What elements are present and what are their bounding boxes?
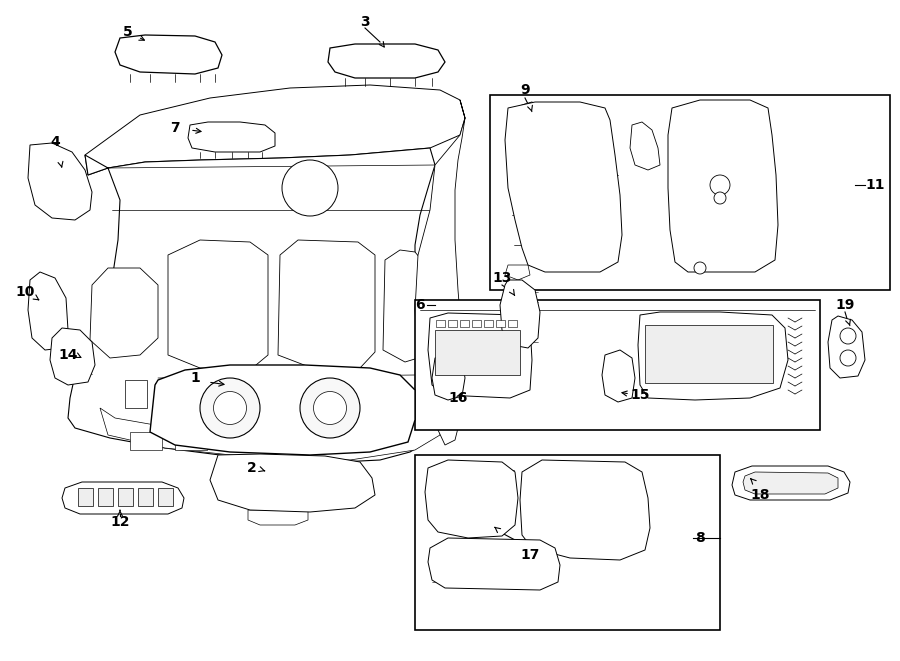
Polygon shape <box>100 408 440 460</box>
Bar <box>125 380 147 408</box>
Polygon shape <box>328 44 445 78</box>
Bar <box>340 432 372 450</box>
Polygon shape <box>85 85 465 175</box>
Polygon shape <box>668 100 778 272</box>
Circle shape <box>213 391 247 424</box>
Bar <box>508 320 517 327</box>
Text: 19: 19 <box>835 298 855 312</box>
Bar <box>78 488 93 506</box>
Bar <box>645 325 773 383</box>
Polygon shape <box>520 460 650 560</box>
Polygon shape <box>50 328 95 385</box>
Text: 3: 3 <box>360 15 370 29</box>
Polygon shape <box>278 240 375 368</box>
Text: 12: 12 <box>110 515 130 529</box>
Circle shape <box>840 350 856 366</box>
Bar <box>155 383 177 411</box>
Polygon shape <box>28 272 68 350</box>
Bar <box>472 320 481 327</box>
Polygon shape <box>248 510 308 525</box>
Text: 10: 10 <box>15 285 35 299</box>
Bar <box>285 432 317 450</box>
Bar <box>460 320 469 327</box>
Bar <box>225 432 257 450</box>
Polygon shape <box>383 250 430 362</box>
Polygon shape <box>732 466 850 500</box>
Polygon shape <box>505 102 622 272</box>
Polygon shape <box>28 143 92 220</box>
Text: 9: 9 <box>520 83 530 97</box>
Text: 5: 5 <box>123 25 133 39</box>
Text: 6: 6 <box>415 298 425 312</box>
Bar <box>118 488 133 506</box>
Polygon shape <box>518 102 548 178</box>
Polygon shape <box>428 538 560 590</box>
Bar <box>490 95 890 290</box>
Polygon shape <box>68 148 440 462</box>
Text: 16: 16 <box>448 391 468 405</box>
Polygon shape <box>210 454 375 512</box>
Polygon shape <box>90 268 158 358</box>
Text: 13: 13 <box>492 271 512 285</box>
Polygon shape <box>150 365 415 455</box>
Bar <box>415 455 720 630</box>
Text: 11: 11 <box>865 178 885 192</box>
Circle shape <box>694 262 706 274</box>
Bar <box>436 320 445 327</box>
Bar <box>448 320 457 327</box>
Text: 14: 14 <box>58 348 77 362</box>
Text: 4: 4 <box>50 135 60 149</box>
Bar <box>138 488 153 506</box>
Circle shape <box>300 378 360 438</box>
Text: 15: 15 <box>630 388 650 402</box>
Polygon shape <box>630 122 660 170</box>
Circle shape <box>840 328 856 344</box>
Circle shape <box>714 192 726 204</box>
Polygon shape <box>500 280 540 348</box>
Bar <box>484 320 493 327</box>
Circle shape <box>200 378 260 438</box>
Text: 2: 2 <box>248 461 256 475</box>
Circle shape <box>313 391 346 424</box>
Polygon shape <box>415 100 465 445</box>
Polygon shape <box>188 122 275 152</box>
Bar <box>175 432 207 450</box>
Text: 8: 8 <box>695 531 705 545</box>
Polygon shape <box>505 265 530 280</box>
Bar <box>158 488 173 506</box>
Bar <box>415 300 820 430</box>
Polygon shape <box>428 313 532 398</box>
Circle shape <box>282 160 338 216</box>
Text: 17: 17 <box>520 548 540 562</box>
Text: 18: 18 <box>751 488 770 502</box>
Text: 1: 1 <box>190 371 200 385</box>
Polygon shape <box>828 316 865 378</box>
Polygon shape <box>638 312 788 400</box>
Bar <box>185 385 207 413</box>
Polygon shape <box>168 240 268 370</box>
Bar <box>435 330 520 375</box>
Polygon shape <box>115 35 222 74</box>
Circle shape <box>710 175 730 195</box>
Polygon shape <box>432 354 465 400</box>
Text: 7: 7 <box>170 121 180 135</box>
Polygon shape <box>602 350 635 402</box>
Bar <box>98 488 113 506</box>
Polygon shape <box>743 472 838 494</box>
Polygon shape <box>62 482 184 514</box>
Bar <box>130 432 162 450</box>
Polygon shape <box>425 460 518 538</box>
Bar <box>496 320 505 327</box>
